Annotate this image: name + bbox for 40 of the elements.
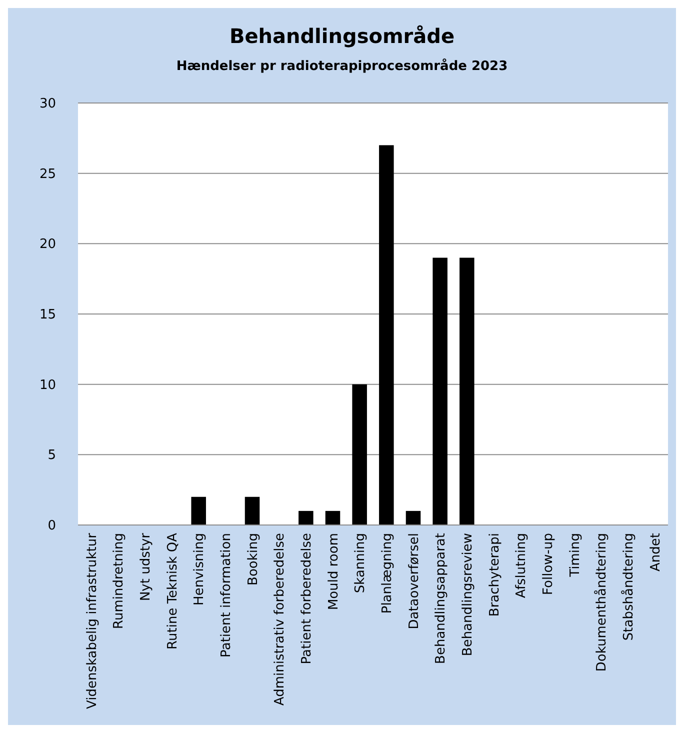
x-tick-label: Nyt udstyr: [138, 532, 154, 602]
x-tick-label: Stabshåndtering: [620, 533, 636, 641]
x-tick-label: Mould room: [326, 533, 342, 610]
x-tick-label: Administrativ forberedelse: [272, 533, 288, 706]
x-tick-label: Follow-up: [540, 533, 556, 595]
chart-title: Behandlingsområde: [229, 24, 455, 48]
y-tick-label: 25: [39, 166, 56, 182]
bar: [460, 258, 474, 525]
x-tick-label: Booking: [246, 533, 261, 586]
y-tick-label: 15: [39, 308, 56, 323]
x-tick-label: Rumindretning: [112, 533, 127, 629]
x-tick-label: Videnskabelig infrastruktur: [84, 532, 100, 710]
bar: [298, 510, 314, 525]
x-tick-label: Dataoverførsel: [406, 533, 422, 630]
y-tick-label: 30: [39, 96, 56, 112]
bar: [352, 384, 367, 525]
x-tick-label: Behandlingsreview: [460, 532, 476, 656]
bar: [244, 496, 260, 525]
x-tick-label: Henvisning: [192, 533, 208, 606]
x-tick-label: Andet: [648, 533, 664, 572]
bar: [406, 510, 421, 525]
y-tick-label: 5: [48, 448, 56, 464]
x-tick-label: Skanning: [353, 533, 368, 594]
x-tick-label: Dokumenthåndtering: [594, 533, 610, 672]
x-tick-label: Patient forberedelse: [299, 533, 314, 664]
x-tick-label: Afslutning: [514, 533, 530, 598]
bar: [379, 145, 394, 525]
bar: [432, 258, 448, 525]
y-tick-label: 10: [39, 378, 56, 393]
x-tick-label: Behandlingsapparat: [434, 533, 449, 664]
x-tick-label: Patient information: [218, 533, 234, 658]
x-tick-label: Planlægning: [380, 533, 395, 614]
y-tick-label: 20: [39, 237, 56, 252]
y-tick-label: 0: [48, 518, 56, 534]
x-tick-label: Rutine Teknisk QA: [165, 532, 180, 650]
x-tick-label: Brachyterapi: [487, 533, 502, 617]
x-tick-label: Timing: [568, 533, 583, 578]
chart-subtitle: Hændelser pr radioterapiprocesområde 2023: [176, 58, 508, 74]
bar: [325, 510, 340, 525]
bar: [191, 496, 206, 525]
